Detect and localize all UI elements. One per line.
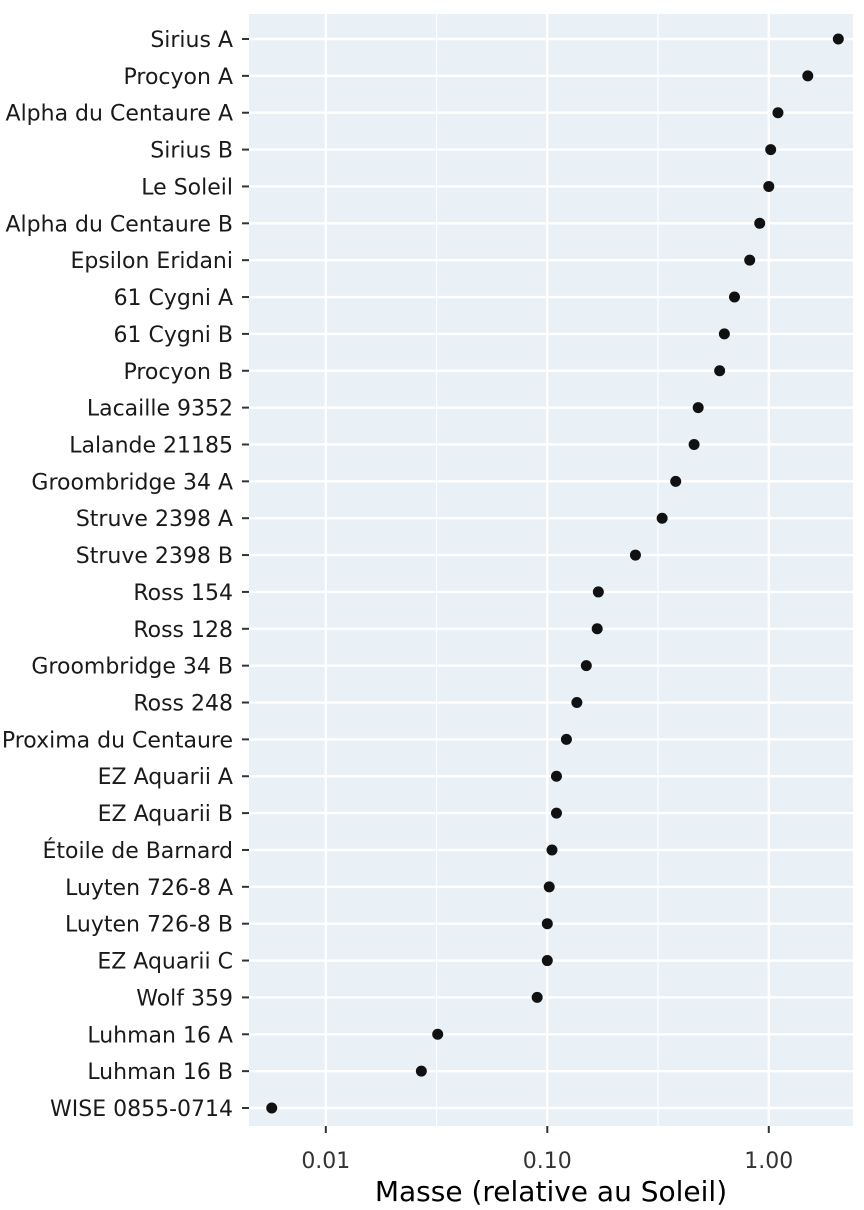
data-point xyxy=(629,549,641,561)
y-tick-label: Lalande 21185 xyxy=(69,433,233,458)
data-point xyxy=(541,955,553,967)
plot-background xyxy=(249,14,853,1126)
data-point xyxy=(765,144,777,156)
y-tick-label: Ross 154 xyxy=(133,581,233,606)
data-point xyxy=(832,33,844,45)
data-point xyxy=(754,217,766,229)
y-tick-label: EZ Aquarii B xyxy=(98,802,233,827)
data-point xyxy=(670,475,682,487)
y-tick-label: Luyten 726-8 A xyxy=(65,876,233,901)
x-tick-label: 0.01 xyxy=(301,1149,350,1174)
y-tick-label: Procyon A xyxy=(124,65,233,90)
data-point xyxy=(688,438,700,450)
y-tick-label: 61 Cygni A xyxy=(114,286,233,311)
x-label-layer: 0.01 0.10 1.00 xyxy=(301,1149,793,1174)
grid-layer xyxy=(249,14,853,1126)
y-tick-label: EZ Aquarii C xyxy=(97,950,233,975)
data-point xyxy=(550,770,562,782)
y-tick-label: Groombridge 34 B xyxy=(31,655,233,680)
data-point xyxy=(772,107,784,119)
x-tick-label: 0.10 xyxy=(523,1149,572,1174)
data-point xyxy=(744,254,756,266)
data-point xyxy=(728,291,740,303)
y-tick-label: Luhman 16 B xyxy=(87,1060,233,1085)
y-tick-label: WISE 0855-0714 xyxy=(50,1097,233,1122)
y-tick-label: EZ Aquarii A xyxy=(98,765,233,790)
y-tick-label: Lacaille 9352 xyxy=(87,397,233,422)
y-tick-label: Luyten 726-8 B xyxy=(65,913,233,938)
y-tick-label: Struve 2398 A xyxy=(76,507,233,532)
y-tick-label: Proxima du Centaure xyxy=(2,728,233,753)
data-point xyxy=(415,1065,427,1077)
y-tick-label: Wolf 359 xyxy=(136,986,233,1011)
y-tick-label: Alpha du Centaure A xyxy=(6,102,233,127)
y-tick-label: Epsilon Eridani xyxy=(70,249,233,274)
y-tick-label: Ross 128 xyxy=(133,618,233,643)
data-point xyxy=(543,881,555,893)
y-tick-label: Procyon B xyxy=(123,360,233,385)
data-point xyxy=(432,1028,444,1040)
data-point xyxy=(692,402,704,414)
y-tick-label: Groombridge 34 A xyxy=(31,470,233,495)
data-point xyxy=(763,180,775,192)
x-axis-title: Masse (relative au Soleil) xyxy=(375,1175,727,1208)
data-point xyxy=(546,844,558,856)
y-tick-label: Étoile de Barnard xyxy=(42,838,233,864)
data-point xyxy=(656,512,668,524)
y-tick-layer xyxy=(242,38,249,1109)
data-point xyxy=(266,1102,278,1114)
y-tick-label: 61 Cygni B xyxy=(114,323,233,348)
data-point xyxy=(802,70,814,82)
y-tick-label: Sirius B xyxy=(150,139,233,164)
data-point xyxy=(580,660,592,672)
y-tick-label: Sirius A xyxy=(150,28,233,53)
y-tick-label: Ross 248 xyxy=(133,692,233,717)
data-point xyxy=(591,623,603,635)
y-label-layer: Sirius A Procyon A Alpha du Centaure A Siri… xyxy=(2,28,233,1122)
x-tick-layer xyxy=(324,1126,770,1133)
y-tick-label: Struve 2398 B xyxy=(76,544,233,569)
data-point xyxy=(550,807,562,819)
data-point xyxy=(592,586,604,598)
data-point xyxy=(541,918,553,930)
data-point xyxy=(714,365,726,377)
x-tick-label: 1.00 xyxy=(744,1149,793,1174)
point-layer xyxy=(266,33,844,1114)
y-tick-label: Le Soleil xyxy=(141,175,233,200)
data-point xyxy=(571,697,583,709)
y-tick-label: Alpha du Centaure B xyxy=(5,212,233,237)
data-point xyxy=(560,733,572,745)
data-point xyxy=(531,991,543,1003)
y-tick-label: Luhman 16 A xyxy=(87,1023,233,1048)
data-point xyxy=(718,328,730,340)
